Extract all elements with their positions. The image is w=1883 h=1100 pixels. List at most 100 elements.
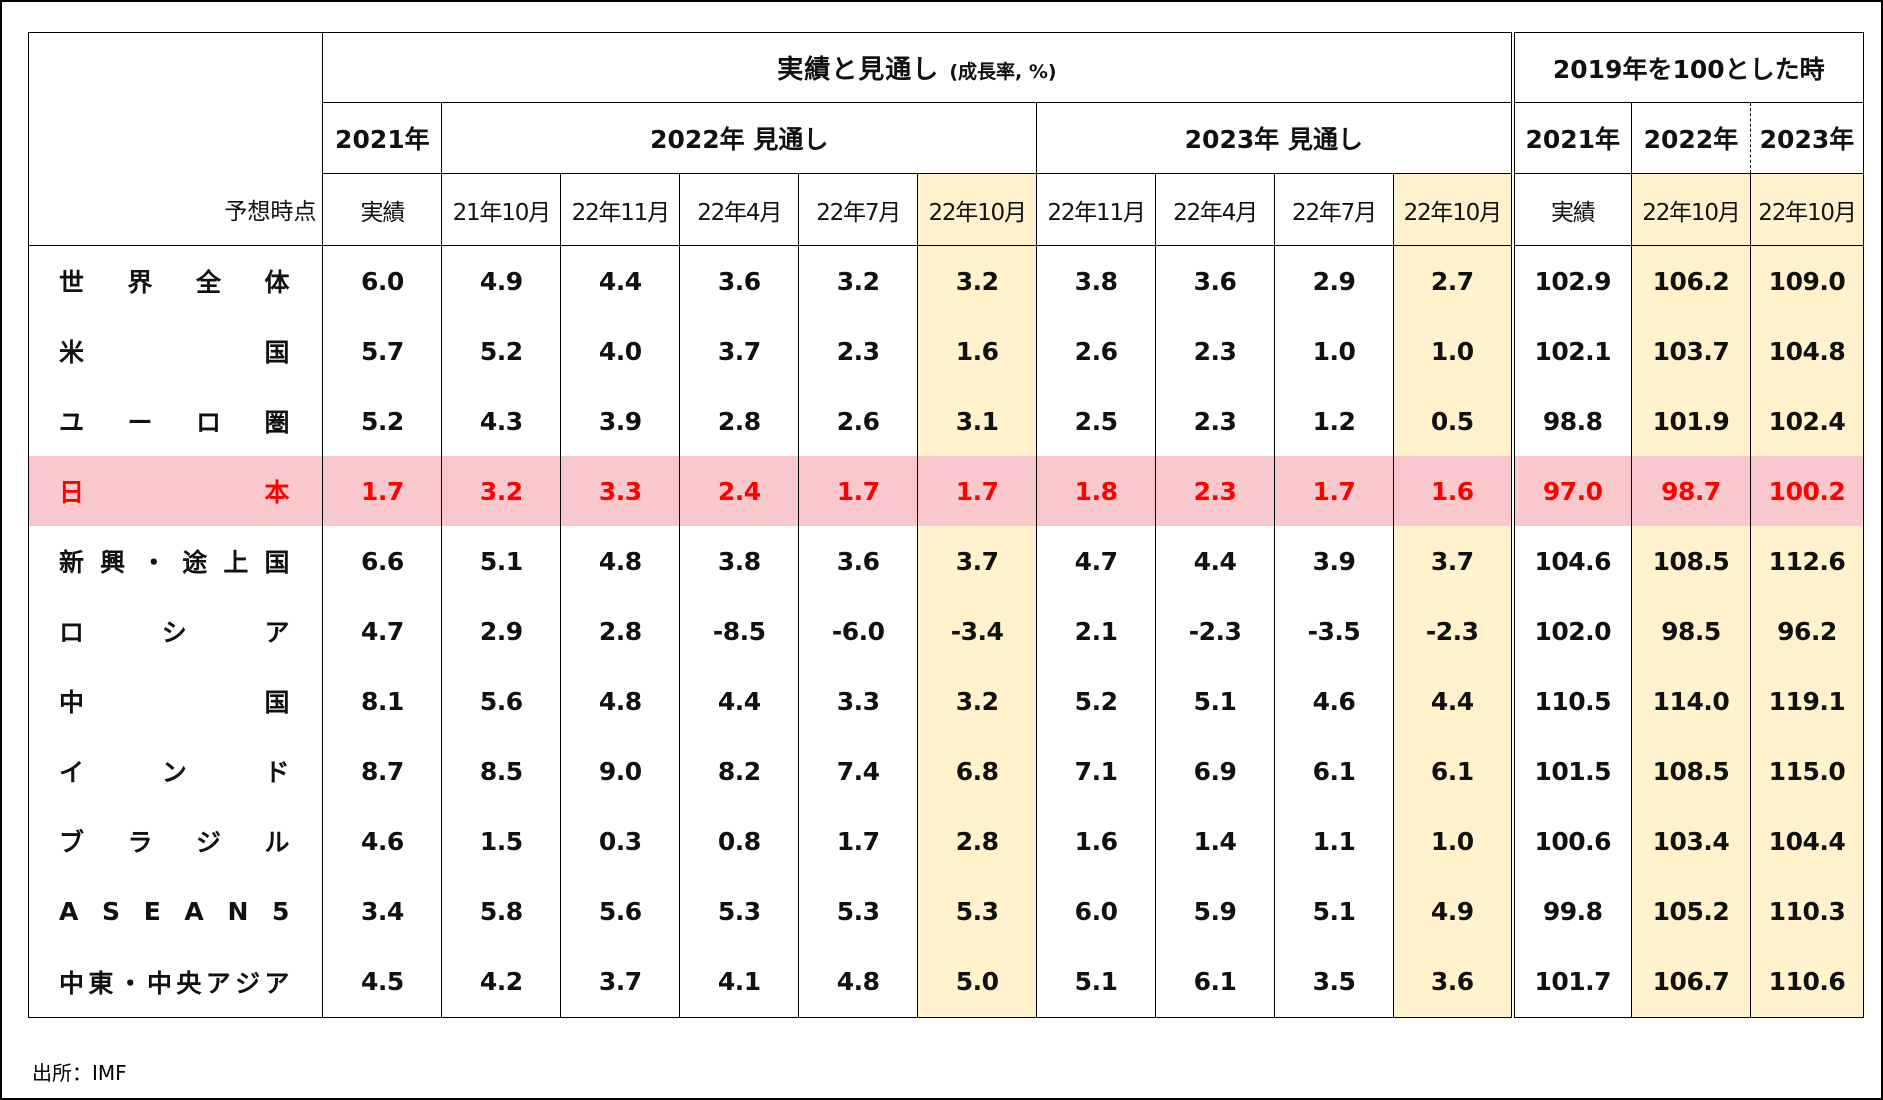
value-cell: 2.8 xyxy=(679,386,800,456)
value-cell: 102.9 xyxy=(1510,245,1632,316)
country-name: ブラジル xyxy=(27,806,324,876)
forecast-point-label: 予想時点 xyxy=(27,173,324,246)
country-char: ド xyxy=(264,758,289,787)
country-name: 日本 xyxy=(27,456,324,526)
value-cell: 2.6 xyxy=(798,386,919,456)
table-row: 日本 1.7 3.2 3.3 2.4 1.7 1.7 1.8 2.3 1.7 1.6 97.0 98.7… xyxy=(27,456,1865,526)
value-cell: 102.0 xyxy=(1510,596,1632,666)
country-char: 5 xyxy=(272,896,289,926)
subheader-cell: 22年4月 xyxy=(1155,173,1275,246)
subheader-cell: 22年11月 xyxy=(560,173,681,246)
value-cell: 4.0 xyxy=(560,316,681,386)
growth-forecast-table: 実績と見通し (成長率, %) 2019年を100とした時 2021年 2022… xyxy=(27,32,1865,1018)
value-cell: 4.7 xyxy=(322,596,443,666)
value-cell: 1.7 xyxy=(322,456,443,526)
subheader-cell: 22年10月 xyxy=(917,173,1038,246)
value-cell: 100.2 xyxy=(1749,456,1865,526)
country-char: ユ xyxy=(59,408,84,437)
country-char: 上 xyxy=(223,548,248,577)
country-char: ル xyxy=(264,828,289,857)
country-char: 興 xyxy=(100,548,125,577)
subheader-cell: 実績 xyxy=(1510,173,1632,246)
value-cell: 0.8 xyxy=(679,806,800,876)
table-row: 中国 8.1 5.6 4.8 4.4 3.3 3.2 5.2 5.1 4.6 4.4 110.5 114… xyxy=(27,666,1865,736)
table-row: インド 8.7 8.5 9.0 8.2 7.4 6.8 7.1 6.9 6.1 6.1 101.5 10… xyxy=(27,736,1865,806)
value-cell: 5.1 xyxy=(441,526,562,596)
value-cell: -2.3 xyxy=(1392,596,1514,666)
value-cell: 6.0 xyxy=(322,245,443,316)
table-row: 米国 5.7 5.2 4.0 3.7 2.3 1.6 2.6 2.3 1.0 1.0 102.1 103… xyxy=(27,316,1865,386)
main-title-unit: (成長率, %) xyxy=(949,61,1057,83)
table-row: ブラジル 4.6 1.5 0.3 0.8 1.7 2.8 1.6 1.4 1.1 1.0 100.6 1… xyxy=(27,806,1865,876)
country-char: 央 xyxy=(176,968,201,998)
value-cell: 3.2 xyxy=(798,245,919,316)
value-cell: 109.0 xyxy=(1749,245,1865,316)
value-cell: 1.0 xyxy=(1392,316,1514,386)
value-cell: 5.1 xyxy=(1036,946,1157,1018)
value-cell: 102.4 xyxy=(1749,386,1865,456)
value-cell: 104.6 xyxy=(1510,526,1632,596)
country-name: 新興・途上国 xyxy=(27,526,324,596)
value-cell: 108.5 xyxy=(1630,736,1751,806)
value-cell: -8.5 xyxy=(679,596,800,666)
value-cell: 115.0 xyxy=(1749,736,1865,806)
index-2023-header: 2023年 xyxy=(1749,102,1865,174)
value-cell: 3.6 xyxy=(1155,245,1275,316)
value-cell: 2.7 xyxy=(1392,245,1514,316)
value-cell: 3.4 xyxy=(322,876,443,946)
country-char: イ xyxy=(59,758,84,787)
value-cell: 5.2 xyxy=(1036,666,1157,736)
country-name: ロシア xyxy=(27,596,324,666)
country-char: ン xyxy=(161,758,187,787)
value-cell: 6.1 xyxy=(1274,736,1394,806)
country-char: 途 xyxy=(182,548,207,577)
value-cell: 2.4 xyxy=(679,456,800,526)
value-cell: 3.3 xyxy=(560,456,681,526)
table-row: A S E A N 5 3.4 5.8 5.6 5.3 5.3 5.3 6.0 5.9 5.1 4.9 99.8… xyxy=(27,876,1865,946)
subheader-cell: 実績 xyxy=(322,173,443,246)
value-cell: 108.5 xyxy=(1630,526,1751,596)
value-cell: 4.8 xyxy=(560,666,681,736)
table-row: ユーロ圏 5.2 4.3 3.9 2.8 2.6 3.1 2.5 2.3 1.2 0.5 98.8 10… xyxy=(27,386,1865,456)
value-cell: 3.7 xyxy=(917,526,1038,596)
source-note: 出所：IMF xyxy=(32,1061,127,1085)
value-cell: 5.6 xyxy=(560,876,681,946)
value-cell: 101.7 xyxy=(1510,946,1632,1018)
value-cell: 2.5 xyxy=(1036,386,1157,456)
value-cell: 4.6 xyxy=(322,806,443,876)
value-cell: 1.0 xyxy=(1274,316,1394,386)
country-char: ジ xyxy=(195,828,221,857)
subheader-cell: 22年7月 xyxy=(1274,173,1394,246)
value-cell: 2.3 xyxy=(1155,386,1275,456)
value-cell: 6.9 xyxy=(1155,736,1275,806)
value-cell: 8.7 xyxy=(322,736,443,806)
value-cell: 3.7 xyxy=(560,946,681,1018)
value-cell: 6.1 xyxy=(1392,736,1514,806)
value-cell: 112.6 xyxy=(1749,526,1865,596)
value-cell: 4.9 xyxy=(441,245,562,316)
main-title: 実績と見通し (成長率, %) xyxy=(322,32,1514,103)
value-cell: 8.1 xyxy=(322,666,443,736)
value-cell: 2.9 xyxy=(1274,245,1394,316)
country-char: 国 xyxy=(264,548,289,577)
value-cell: -3.5 xyxy=(1274,596,1394,666)
country-char: 体 xyxy=(264,268,289,297)
value-cell: 6.8 xyxy=(917,736,1038,806)
country-char: 中 xyxy=(59,968,84,998)
value-cell: 1.7 xyxy=(917,456,1038,526)
value-cell: 2.1 xyxy=(1036,596,1157,666)
value-cell: 2.3 xyxy=(798,316,919,386)
subheader-cell: 22年10月 xyxy=(1749,173,1865,246)
value-cell: 102.1 xyxy=(1510,316,1632,386)
value-cell: 3.8 xyxy=(1036,245,1157,316)
country-name: 世界全体 xyxy=(27,245,324,316)
country-char: 新 xyxy=(59,548,84,577)
value-cell: 99.8 xyxy=(1510,876,1632,946)
value-cell: 5.1 xyxy=(1155,666,1275,736)
value-cell: 4.1 xyxy=(679,946,800,1018)
value-cell: 106.2 xyxy=(1630,245,1751,316)
value-cell: 3.5 xyxy=(1274,946,1394,1018)
value-cell: -3.4 xyxy=(917,596,1038,666)
value-cell: 4.5 xyxy=(322,946,443,1018)
table-row: 世界全体 6.0 4.9 4.4 3.6 3.2 3.2 3.8 3.6 2.9 2.7 102.9 1… xyxy=(27,245,1865,316)
